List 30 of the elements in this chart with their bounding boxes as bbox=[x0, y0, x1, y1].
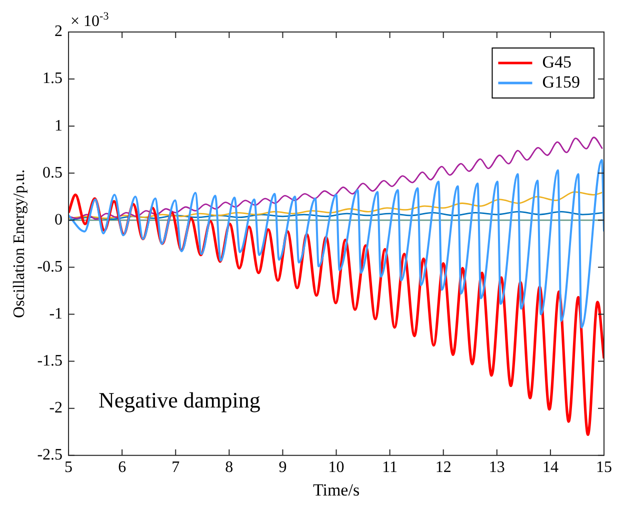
x-tick-label: 15 bbox=[596, 459, 612, 476]
x-tick-label: 14 bbox=[542, 459, 558, 476]
x-tick-label: 13 bbox=[488, 459, 505, 476]
y-tick-label: 0.5 bbox=[42, 164, 63, 182]
y-tick-label: 0 bbox=[54, 211, 63, 228]
y-tick-label: 2 bbox=[54, 23, 63, 40]
y-tick-label: 1 bbox=[54, 117, 63, 134]
x-axis-title: Time/s bbox=[312, 480, 360, 500]
line-series bbox=[68, 191, 604, 219]
y-tick-label: 1.5 bbox=[42, 70, 63, 88]
y-tick-label: -0.5 bbox=[37, 258, 63, 276]
x-tick-label: 12 bbox=[435, 459, 452, 476]
line-series bbox=[68, 136, 604, 220]
line-series bbox=[68, 158, 604, 328]
x-tick-label: 10 bbox=[328, 459, 344, 476]
y-tick-label: -1 bbox=[49, 305, 63, 322]
x-tick-label: 7 bbox=[172, 459, 180, 476]
legend-label: G45 bbox=[542, 52, 572, 72]
legend-label: G159 bbox=[542, 72, 580, 92]
y-tick-label: -1.5 bbox=[37, 352, 63, 370]
y-tick-label: -2.5 bbox=[37, 446, 63, 464]
annotation: Negative damping bbox=[98, 387, 260, 412]
line-series bbox=[68, 211, 604, 221]
x-tick-label: 6 bbox=[118, 459, 126, 476]
y-axis-title: Oscillation Energy/p.u. bbox=[10, 169, 28, 318]
x-tick-label: 8 bbox=[225, 459, 234, 476]
x-tick-label: 9 bbox=[278, 459, 287, 476]
y-tick-label: -2 bbox=[49, 400, 63, 417]
x-tick-label: 5 bbox=[64, 459, 73, 476]
x-tick-label: 11 bbox=[382, 459, 398, 476]
